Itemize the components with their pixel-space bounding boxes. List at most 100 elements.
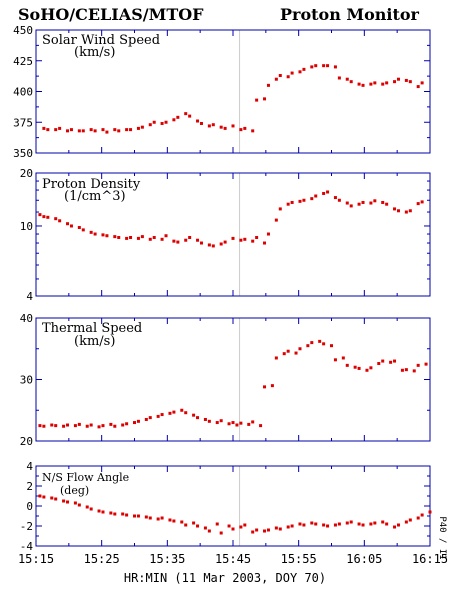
data-point (251, 129, 255, 133)
x-tick-label: 15:45 (215, 552, 251, 566)
data-point (255, 98, 259, 102)
data-point (231, 236, 235, 240)
data-point (345, 363, 349, 367)
panel-3: 20 30 40 Thermal Speed(km/s) (20, 312, 431, 448)
data-point (239, 525, 243, 529)
data-point (408, 209, 412, 213)
x-axis-label: HR:MIN (11 Mar 2003, DOY 70) (124, 571, 326, 585)
data-point (38, 494, 42, 498)
data-point (306, 344, 310, 348)
data-point (133, 421, 136, 425)
data-point (302, 523, 306, 527)
data-point (231, 421, 235, 425)
data-point (176, 240, 180, 244)
data-point (337, 76, 341, 80)
data-point (66, 222, 70, 226)
data-point (46, 128, 50, 132)
data-point (215, 522, 219, 526)
data-point (196, 238, 200, 242)
data-point (207, 529, 211, 533)
data-point (345, 77, 349, 81)
y-tick-label: 450 (13, 24, 33, 37)
data-point (227, 422, 231, 426)
data-point (148, 516, 152, 520)
data-point (113, 128, 117, 132)
data-point (322, 191, 326, 195)
data-point (404, 210, 408, 214)
data-point (270, 384, 274, 388)
data-point (381, 200, 385, 204)
data-point (361, 83, 365, 87)
data-point (322, 342, 326, 346)
data-point (160, 237, 164, 241)
data-point (278, 74, 282, 78)
data-point (69, 128, 73, 132)
data-point (164, 234, 168, 238)
y-tick-label: 2 (26, 480, 33, 493)
data-point (125, 513, 129, 517)
data-point (113, 424, 117, 428)
data-point (184, 112, 188, 116)
data-point (298, 199, 302, 203)
data-point (330, 344, 333, 348)
y-tick-label: 40 (20, 312, 33, 325)
data-point (385, 202, 389, 206)
panel-title: Thermal Speed (42, 321, 142, 336)
data-point (136, 126, 140, 130)
x-tick-label: 16:15 (412, 552, 448, 566)
data-point (420, 81, 424, 85)
data-point (113, 235, 117, 239)
data-point (196, 119, 200, 123)
data-point (136, 419, 140, 423)
data-point (215, 421, 219, 425)
data-point (235, 423, 239, 427)
data-point (42, 495, 46, 499)
data-point (400, 368, 404, 372)
data-point (302, 67, 306, 71)
data-point (77, 226, 81, 230)
data-point (393, 359, 397, 363)
data-point (251, 239, 255, 243)
data-point (62, 424, 66, 428)
data-point (38, 213, 42, 217)
data-point (77, 129, 81, 133)
data-point (81, 228, 85, 232)
data-point (188, 114, 192, 118)
data-point (42, 424, 46, 428)
data-point (54, 217, 58, 221)
data-point (255, 528, 259, 532)
data-point (326, 524, 330, 528)
data-point (192, 521, 196, 525)
data-point (66, 129, 70, 133)
data-point (188, 235, 192, 239)
data-point (310, 65, 314, 69)
data-point (310, 197, 314, 201)
data-point (263, 529, 267, 533)
data-point (385, 522, 389, 526)
data-point (207, 243, 211, 247)
data-point (73, 424, 77, 428)
data-point (361, 200, 365, 204)
data-point (89, 507, 93, 511)
y-tick-label: 30 (20, 374, 33, 387)
data-point (266, 232, 270, 236)
y-tick-label: 375 (13, 116, 33, 129)
data-point (144, 515, 148, 519)
data-point (77, 422, 81, 426)
data-point (199, 241, 203, 245)
data-point (136, 236, 140, 240)
data-point (251, 530, 255, 534)
data-point (345, 521, 349, 525)
data-point (50, 423, 54, 427)
data-point (140, 235, 144, 239)
data-point (396, 209, 400, 213)
data-point (219, 242, 223, 246)
x-tick-label: 15:25 (84, 552, 120, 566)
data-point (184, 411, 188, 415)
y-tick-label: 20 (20, 167, 33, 180)
data-point (109, 511, 113, 515)
x-tick-label: 16:05 (346, 552, 382, 566)
data-point (211, 244, 215, 248)
data-point (290, 524, 294, 528)
data-point (349, 204, 353, 208)
